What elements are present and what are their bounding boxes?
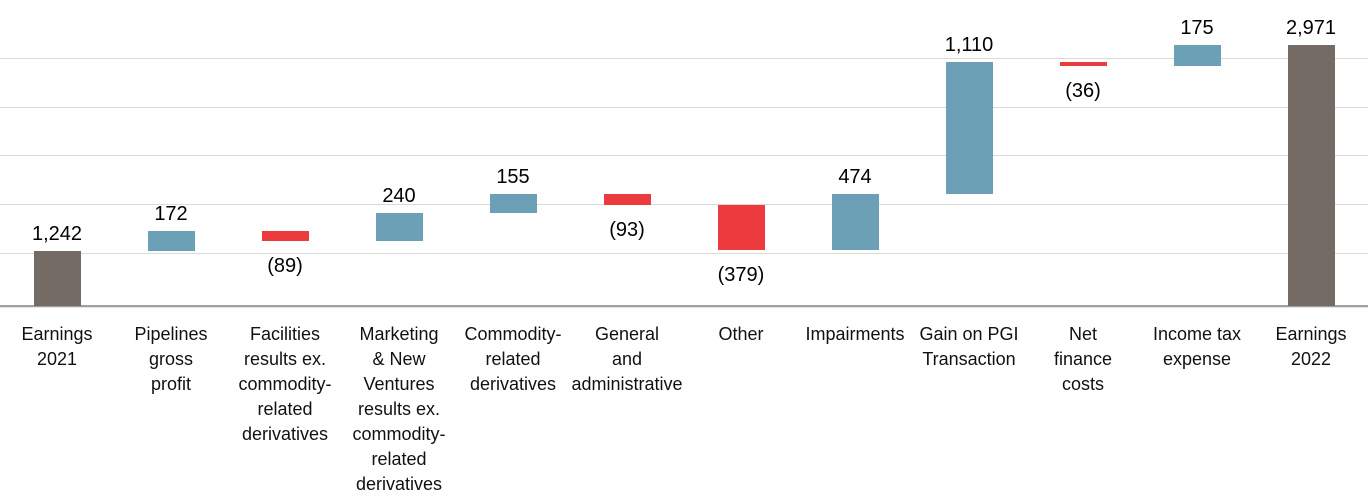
bar-pipelines-gross-profit [147,230,195,251]
x-axis-line [0,305,1368,307]
value-label-earnings-2021: 1,242 [31,223,83,246]
gridline [0,58,1368,59]
value-label-income-tax-expense: 175 [1180,17,1214,40]
value-label-impairments: 474 [838,165,872,188]
category-label-other: Other [718,324,764,344]
bar-impairments [831,193,879,251]
category-label-facilities-results-ex-commodity-related-derivatives: Facilities results ex. commodity- relate… [238,324,332,444]
bar-net-finance-costs [1059,61,1107,67]
gridline [0,155,1368,156]
bar-commodity-related-derivatives [489,194,537,213]
value-label-commodity-related-derivatives: 155 [496,166,530,189]
value-label-earnings-2022: 2,971 [1285,17,1337,40]
category-label-impairments: Impairments [805,324,905,344]
bar-general-and-administrative [603,194,651,206]
category-label-net-finance-costs: Net finance costs [1053,324,1113,394]
value-label-net-finance-costs: (36) [1065,80,1101,103]
category-label-earnings-2021: Earnings 2021 [21,324,93,369]
bar-earnings-2021 [33,251,81,306]
value-label-general-and-administrative: (93) [609,219,645,242]
bar-facilities-results-ex-commodity-related-derivatives [261,230,309,242]
gridline [0,107,1368,108]
category-label-earnings-2022: Earnings 2022 [1275,324,1347,369]
value-label-marketing-new-ventures-results-ex-commodity-related-derivatives: 240 [382,184,416,207]
category-label-general-and-administrative: General and administrative [571,324,683,394]
bar-gain-on-pgi-transaction [945,61,993,194]
value-label-facilities-results-ex-commodity-related-derivatives: (89) [267,255,303,278]
value-label-pipelines-gross-profit: 172 [154,202,188,225]
category-label-income-tax-expense: Income tax expense [1152,324,1242,369]
value-label-gain-on-pgi-transaction: 1,110 [944,33,994,56]
bar-earnings-2022 [1287,45,1335,306]
bar-income-tax-expense [1173,45,1221,67]
value-label-other: (379) [717,264,765,287]
category-label-commodity-related-derivatives: Commodity- related derivatives [464,324,562,394]
gridline [0,253,1368,254]
gridline [0,204,1368,205]
category-label-pipelines-gross-profit: Pipelines gross profit [134,324,208,394]
category-label-marketing-new-ventures-results-ex-commodity-related-derivatives: Marketing & New Ventures results ex. com… [352,324,446,494]
bar-marketing-new-ventures-results-ex-commodity-related-derivatives [375,212,423,242]
bar-other [717,205,765,251]
category-label-gain-on-pgi-transaction: Gain on PGI Transaction [919,324,1019,369]
